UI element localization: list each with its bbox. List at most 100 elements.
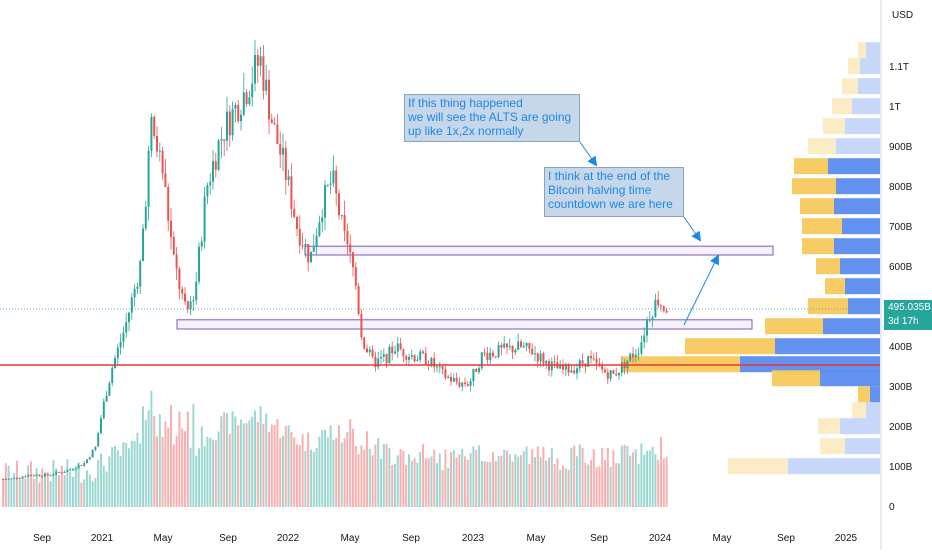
volume-bar [587,464,590,507]
volume-bar [161,436,164,507]
candle [304,244,307,247]
volume-bar [573,445,576,507]
volume-bar [164,421,167,507]
projection-arrow[interactable] [683,254,719,326]
volume-bar [402,450,405,507]
candle [312,247,315,252]
candle [494,356,497,358]
volume-bar [290,432,293,507]
candle [203,196,206,242]
candle [559,364,562,369]
volume-bar [394,464,396,507]
volume-bar [296,444,298,507]
volume-bar [380,458,382,507]
volume-bar [550,448,553,507]
volume-bar [458,454,461,507]
candle [2,479,4,480]
candle [100,418,102,434]
volume-bar [242,423,245,507]
volume-bar [172,444,175,507]
candle [164,173,167,188]
volume-bar [268,432,270,507]
volume-bar [254,410,256,507]
candle [483,352,486,354]
volume-bar [203,446,206,507]
candle [116,347,119,359]
volume-profile-bin [818,418,840,435]
volume-bar [312,451,315,507]
candle [433,358,436,368]
candle [609,370,612,379]
candle [340,215,343,217]
x-tick-label: Sep [33,533,51,544]
candle [237,105,240,122]
volume-profile-bin [842,78,858,95]
candle [296,216,298,229]
x-tick-label: 2022 [277,533,300,544]
volume-bar [332,440,335,507]
candle [542,353,545,364]
currency-label[interactable]: USD [892,10,914,21]
volume-bar [38,482,41,507]
volume-bar [475,450,478,507]
volume-bar [144,420,147,507]
volume-bar [346,432,349,507]
candle [346,231,349,245]
candle [268,79,270,120]
candle [354,267,357,286]
candle [97,433,100,447]
volume-bar [601,448,604,507]
volume-bar [388,448,391,507]
volume-bar [181,428,184,507]
annotation-arrow[interactable] [683,216,702,242]
volume-bar [419,451,422,507]
candle [119,341,122,348]
candle [156,135,158,152]
candle [55,471,58,475]
volume-bar [497,455,500,507]
volume-profile-bin [836,178,880,195]
volume-bar [618,463,620,507]
candle [178,268,181,289]
volume-bar [438,453,441,507]
candle [424,353,427,365]
candle [665,310,668,313]
volume-bar [514,454,517,507]
candle [366,348,368,353]
volume-bar [478,445,480,507]
candle [486,352,489,361]
candle [441,366,444,370]
candle [478,368,480,373]
candle [80,464,83,466]
candle [506,343,508,348]
candle [528,343,531,349]
volume-profile-bin [848,58,860,75]
resistance-zone[interactable] [304,245,774,256]
volume-bar [262,424,265,507]
candle [595,359,598,364]
candle [186,301,189,310]
candle [651,317,654,320]
candle [564,364,567,370]
candle [259,56,262,66]
y-tick-label: 400B [889,342,913,353]
candle [192,300,195,302]
volume-bar [576,456,578,507]
volume-bar [326,437,329,507]
candle [262,56,265,91]
support-zone[interactable] [176,319,753,330]
volume-bar [500,455,503,507]
candle [511,345,514,353]
volume-bar [399,449,402,507]
annotation-box-halving[interactable]: I think at the end of the Bitcoin halvin… [544,167,684,217]
volume-bar [214,440,217,507]
x-tick-label: May [713,533,732,544]
candle [458,382,461,387]
volume-bar [69,472,72,507]
candle [13,477,16,479]
annotation-arrow[interactable] [579,141,598,167]
annotation-box-alts[interactable]: If this thing happened we will see the A… [404,94,580,142]
volume-profile-bin [840,418,880,435]
volume-profile-bin [788,458,880,475]
